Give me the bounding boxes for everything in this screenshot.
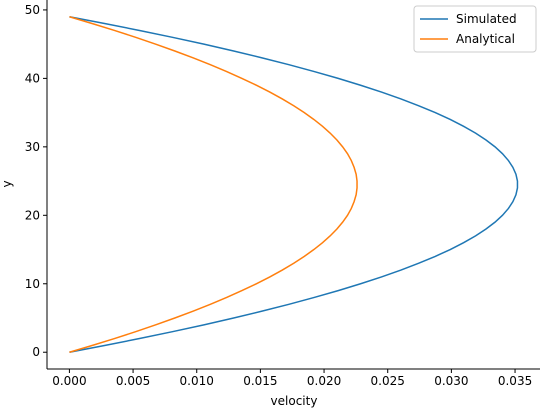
x-tick-label: 0.030 [434,374,468,388]
line [69,16,358,353]
x-tick-label: 0.035 [498,374,532,388]
x-tick-label: 0.020 [307,374,341,388]
y-tick-label: 10 [25,277,40,291]
x-tick-label: 0.005 [116,374,150,388]
x-tick-label: 0.000 [52,374,86,388]
y-tick-label: 40 [25,71,40,85]
legend-box [413,5,537,53]
line [69,16,519,353]
x-tick-label: 0.010 [180,374,214,388]
y-tick-label: 50 [25,3,40,17]
y-tick-label: 30 [25,140,40,154]
legend-label: Simulated [456,12,517,26]
y-axis-label: y [0,180,14,187]
y-tick-label: 20 [25,208,40,222]
x-tick-label: 0.015 [243,374,277,388]
y-tick-label: 0 [32,345,40,359]
x-tick-label: 0.025 [371,374,405,388]
legend-label: Analytical [456,32,515,46]
x-axis-label: velocity [271,394,318,408]
